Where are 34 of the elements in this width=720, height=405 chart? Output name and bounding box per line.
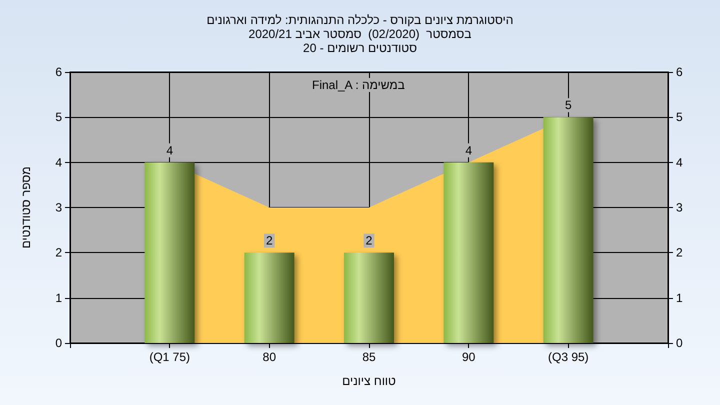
y-tick-label: 0 xyxy=(55,336,62,350)
y2-tick-label: 1 xyxy=(676,290,683,305)
y-axis-title: מספר סטודנטים xyxy=(19,166,33,249)
x-tick-label: (Q1 75) xyxy=(149,350,190,364)
data-label: 4 xyxy=(465,143,472,158)
y-tick-label: 1 xyxy=(55,290,62,305)
y-tick-label: 5 xyxy=(55,110,62,124)
x-tick-label: 85 xyxy=(362,350,376,364)
annotation: Final_A : במשימה xyxy=(312,78,405,92)
y-tick-label: 6 xyxy=(55,65,62,79)
data-label: 2 xyxy=(366,234,373,248)
bar xyxy=(144,162,195,343)
x-tick-label: 80 xyxy=(262,350,276,364)
bar xyxy=(444,162,494,343)
bar xyxy=(244,252,294,343)
y2-tick-label: 4 xyxy=(676,155,683,170)
chart-subtitle: בסמסטר (02/2020) סמסטר אביב 2020/21 סטודנטים רשומים - 20 xyxy=(248,27,472,55)
data-label: 2 xyxy=(266,234,273,248)
y-tick-label: 3 xyxy=(55,200,62,214)
y2-tick-label: 5 xyxy=(676,110,683,124)
y2-tick-label: 6 xyxy=(676,65,683,79)
data-label: 5 xyxy=(564,98,572,112)
x-tick-label: (Q3 95) xyxy=(548,350,589,364)
bar xyxy=(543,117,594,343)
y-tick-label: 2 xyxy=(55,246,62,260)
y2-tick-label: 3 xyxy=(676,200,683,214)
y-tick-label: 4 xyxy=(55,155,62,170)
y2-tick-label: 2 xyxy=(676,246,683,260)
bar xyxy=(344,252,394,343)
x-tick-label: 90 xyxy=(462,350,476,364)
data-label: 4 xyxy=(166,143,174,158)
y2-tick-label: 0 xyxy=(676,336,683,350)
x-axis-title: טווח ציונים xyxy=(342,374,396,388)
chart-title: היסטוגרמת ציונים בקורס - כלכלה התנהגותית: למידה וארגונים xyxy=(206,13,514,27)
